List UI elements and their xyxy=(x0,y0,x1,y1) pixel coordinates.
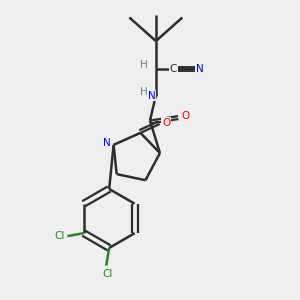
Text: O: O xyxy=(181,111,190,121)
Text: N: N xyxy=(148,91,156,100)
Text: H: H xyxy=(140,61,147,70)
Text: N: N xyxy=(196,64,204,74)
Text: Cl: Cl xyxy=(103,269,113,279)
Text: C: C xyxy=(170,64,177,74)
Text: N: N xyxy=(103,138,111,148)
Text: H: H xyxy=(140,87,147,97)
Text: Cl: Cl xyxy=(54,231,64,241)
Text: O: O xyxy=(162,118,170,128)
